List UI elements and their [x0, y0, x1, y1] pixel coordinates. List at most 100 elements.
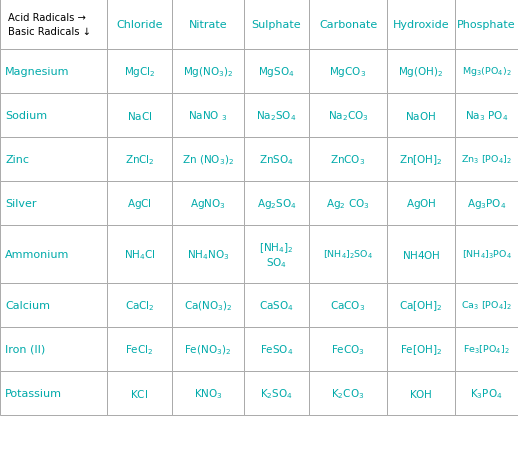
- Text: Ammonium: Ammonium: [5, 249, 69, 259]
- Text: $\mathrm{AgOH}$: $\mathrm{AgOH}$: [406, 197, 436, 211]
- Text: $\mathrm{NH4OH}$: $\mathrm{NH4OH}$: [401, 249, 440, 260]
- Text: $\mathrm{[NH_4]_2SO_4}$: $\mathrm{[NH_4]_2SO_4}$: [323, 248, 373, 261]
- Bar: [455, 226, 518, 283]
- Bar: [172, 371, 244, 415]
- Bar: [455, 182, 518, 226]
- Bar: [0, 226, 107, 283]
- Text: $\mathrm{CaSO_4}$: $\mathrm{CaSO_4}$: [259, 299, 294, 312]
- Text: $\mathrm{NaCl}$: $\mathrm{NaCl}$: [127, 110, 152, 122]
- Text: $\mathrm{Ca_3\ [PO_4]_2}$: $\mathrm{Ca_3\ [PO_4]_2}$: [461, 299, 512, 312]
- Bar: [172, 138, 244, 182]
- Text: $\mathrm{FeSO_4}$: $\mathrm{FeSO_4}$: [260, 342, 293, 356]
- Text: $\mathrm{K_2SO_4}$: $\mathrm{K_2SO_4}$: [260, 386, 293, 400]
- Text: $\mathrm{ZnSO_4}$: $\mathrm{ZnSO_4}$: [259, 153, 294, 166]
- Text: $\mathrm{KNO_3}$: $\mathrm{KNO_3}$: [194, 386, 222, 400]
- Text: Phosphate: Phosphate: [457, 20, 516, 30]
- Text: Basic Radicals ↓: Basic Radicals ↓: [8, 27, 91, 37]
- Text: $\mathrm{[NH_4]_2}$: $\mathrm{[NH_4]_2}$: [259, 240, 294, 254]
- Bar: [107, 182, 172, 226]
- Bar: [455, 50, 518, 94]
- Text: $\mathrm{Mg(OH)_2}$: $\mathrm{Mg(OH)_2}$: [398, 65, 444, 79]
- Bar: [172, 182, 244, 226]
- Text: $\mathrm{FeCl_2}$: $\mathrm{FeCl_2}$: [125, 342, 154, 356]
- Text: Sodium: Sodium: [5, 111, 47, 121]
- Text: $\mathrm{Fe_3[PO_4]_2}$: $\mathrm{Fe_3[PO_4]_2}$: [463, 343, 510, 355]
- Bar: [387, 138, 455, 182]
- Text: $\mathrm{CaCO_3}$: $\mathrm{CaCO_3}$: [330, 299, 366, 312]
- Text: Nitrate: Nitrate: [189, 20, 227, 30]
- Text: $\mathrm{[NH_4]_3PO_4}$: $\mathrm{[NH_4]_3PO_4}$: [462, 248, 511, 261]
- Bar: [172, 94, 244, 138]
- Bar: [172, 283, 244, 327]
- Text: Acid Radicals →: Acid Radicals →: [8, 13, 86, 23]
- Bar: [0, 283, 107, 327]
- Text: Carbonate: Carbonate: [319, 20, 377, 30]
- Text: $\mathrm{Ca[OH]_2}$: $\mathrm{Ca[OH]_2}$: [399, 299, 443, 312]
- Text: $\mathrm{Zn\ (NO_3)_2}$: $\mathrm{Zn\ (NO_3)_2}$: [182, 153, 234, 166]
- Text: $\mathrm{Mg_3(PO_4)_2}$: $\mathrm{Mg_3(PO_4)_2}$: [462, 65, 511, 78]
- Bar: [244, 138, 309, 182]
- Text: $\mathrm{FeCO_3}$: $\mathrm{FeCO_3}$: [331, 342, 365, 356]
- Text: $\mathrm{NaOH}$: $\mathrm{NaOH}$: [406, 110, 437, 122]
- Bar: [387, 50, 455, 94]
- Bar: [172, 226, 244, 283]
- Bar: [387, 94, 455, 138]
- Bar: [107, 50, 172, 94]
- Text: $\mathrm{Mg(NO_3)_2}$: $\mathrm{Mg(NO_3)_2}$: [183, 65, 233, 79]
- Bar: [107, 0, 172, 50]
- Text: $\mathrm{K_2CO_3}$: $\mathrm{K_2CO_3}$: [332, 386, 365, 400]
- Bar: [0, 94, 107, 138]
- Text: $\mathrm{KOH}$: $\mathrm{KOH}$: [409, 387, 433, 399]
- Bar: [0, 182, 107, 226]
- Bar: [172, 0, 244, 50]
- Bar: [244, 283, 309, 327]
- Text: $\mathrm{SO_4}$: $\mathrm{SO_4}$: [266, 256, 287, 269]
- Text: Magnesium: Magnesium: [5, 67, 69, 77]
- Bar: [309, 94, 387, 138]
- Bar: [309, 327, 387, 371]
- Bar: [455, 94, 518, 138]
- Bar: [455, 0, 518, 50]
- Text: Iron (II): Iron (II): [5, 344, 45, 354]
- Bar: [455, 283, 518, 327]
- Bar: [107, 283, 172, 327]
- Text: $\mathrm{CaCl_2}$: $\mathrm{CaCl_2}$: [125, 299, 154, 312]
- Text: $\mathrm{Ag_2\ CO_3}$: $\mathrm{Ag_2\ CO_3}$: [326, 197, 370, 211]
- Text: $\mathrm{Na_3\ PO_4}$: $\mathrm{Na_3\ PO_4}$: [465, 109, 508, 123]
- Bar: [107, 371, 172, 415]
- Bar: [309, 50, 387, 94]
- Bar: [244, 50, 309, 94]
- Text: $\mathrm{Zn[OH]_2}$: $\mathrm{Zn[OH]_2}$: [399, 153, 443, 166]
- Text: $\mathrm{Na_2CO_3}$: $\mathrm{Na_2CO_3}$: [328, 109, 368, 123]
- Bar: [387, 371, 455, 415]
- Bar: [244, 94, 309, 138]
- Bar: [107, 138, 172, 182]
- Bar: [455, 138, 518, 182]
- Bar: [309, 226, 387, 283]
- Bar: [107, 226, 172, 283]
- Text: $\mathrm{Na_2SO_4}$: $\mathrm{Na_2SO_4}$: [256, 109, 297, 123]
- Bar: [455, 371, 518, 415]
- Bar: [0, 50, 107, 94]
- Text: $\mathrm{ZnCl_2}$: $\mathrm{ZnCl_2}$: [125, 153, 154, 166]
- Bar: [244, 226, 309, 283]
- Bar: [309, 283, 387, 327]
- Bar: [0, 0, 107, 50]
- Bar: [387, 327, 455, 371]
- Bar: [107, 94, 172, 138]
- Text: $\mathrm{NH_4NO_3}$: $\mathrm{NH_4NO_3}$: [186, 248, 229, 261]
- Text: $\mathrm{KCl}$: $\mathrm{KCl}$: [131, 387, 149, 399]
- Bar: [455, 327, 518, 371]
- Text: $\mathrm{NaNO\ _3}$: $\mathrm{NaNO\ _3}$: [188, 109, 228, 123]
- Text: Silver: Silver: [5, 198, 36, 208]
- Bar: [172, 50, 244, 94]
- Text: Chloride: Chloride: [116, 20, 163, 30]
- Bar: [244, 371, 309, 415]
- Bar: [309, 182, 387, 226]
- Bar: [387, 226, 455, 283]
- Text: $\mathrm{MgCO_3}$: $\mathrm{MgCO_3}$: [329, 65, 367, 79]
- Bar: [0, 371, 107, 415]
- Bar: [309, 138, 387, 182]
- Text: $\mathrm{Ca(NO_3)_2}$: $\mathrm{Ca(NO_3)_2}$: [184, 299, 232, 312]
- Text: $\mathrm{Fe[OH]_2}$: $\mathrm{Fe[OH]_2}$: [400, 342, 442, 356]
